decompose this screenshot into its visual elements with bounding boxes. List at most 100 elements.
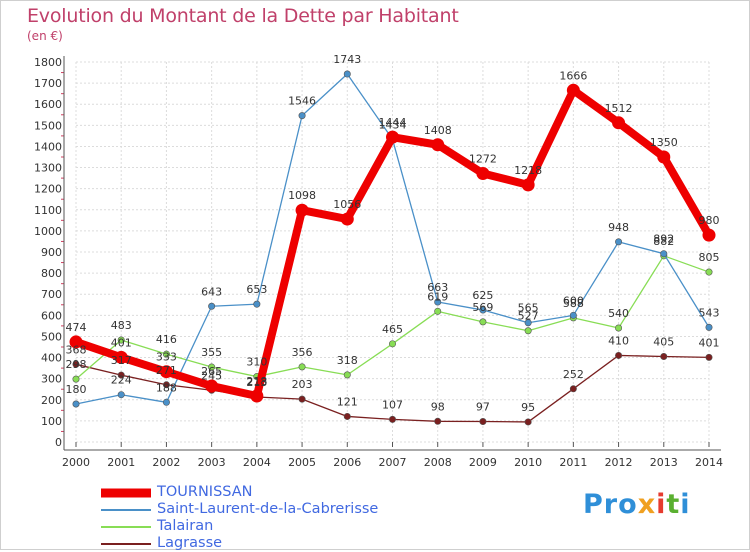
y-tick-label: 0: [55, 436, 62, 449]
data-label: 569: [472, 301, 493, 314]
data-label: 882: [653, 235, 674, 248]
data-label: 565: [518, 302, 539, 315]
legend-swatch: [101, 508, 151, 511]
data-label: 356: [292, 346, 313, 359]
data-label: 1098: [288, 189, 316, 202]
data-label: 980: [699, 214, 720, 227]
legend-label: Saint-Laurent-de-la-Cabrerisse: [157, 501, 379, 517]
data-label: 95: [521, 401, 535, 414]
data-point: [253, 300, 261, 308]
data-label: 355: [201, 346, 222, 359]
data-point: [159, 365, 173, 379]
data-label: 271: [156, 364, 177, 377]
data-point: [72, 375, 80, 383]
data-label: 643: [201, 285, 222, 298]
data-label: 1546: [288, 95, 316, 108]
proxiti-logo: Proxiti: [583, 489, 691, 520]
data-point: [615, 324, 623, 332]
data-label: 948: [608, 221, 629, 234]
data-label: 318: [337, 354, 358, 367]
data-point: [208, 363, 216, 371]
x-tick-label: 2010: [514, 456, 542, 469]
x-tick-label: 2007: [379, 456, 407, 469]
data-label: 213: [246, 376, 267, 389]
data-point: [386, 130, 399, 144]
data-point: [114, 350, 128, 364]
x-tick-label: 2000: [62, 456, 90, 469]
data-point: [117, 371, 125, 379]
data-point: [702, 228, 716, 242]
data-point: [434, 307, 442, 315]
data-point: [612, 116, 626, 130]
data-label: 218: [246, 375, 267, 388]
data-label: 619: [427, 290, 448, 303]
y-tick-label: 100: [41, 415, 62, 428]
data-point: [295, 203, 309, 217]
data-point: [524, 327, 532, 335]
data-label: 401: [111, 336, 132, 349]
data-label: 97: [476, 401, 490, 414]
data-label: 892: [653, 233, 674, 246]
data-label: 245: [201, 369, 222, 382]
data-label: 188: [156, 381, 177, 394]
data-label: 1666: [559, 69, 587, 82]
data-label: 416: [156, 333, 177, 346]
data-label: 107: [382, 398, 403, 411]
x-tick-label: 2003: [198, 456, 226, 469]
data-point: [343, 70, 351, 78]
data-point: [72, 400, 80, 408]
y-tick-label: 1000: [34, 225, 62, 238]
grid: [75, 61, 710, 443]
data-point: [431, 138, 445, 152]
logo-letter: x: [637, 489, 657, 520]
legend-label: Talairan: [157, 518, 214, 534]
x-tick-label: 2002: [152, 456, 180, 469]
data-label: 1743: [333, 53, 361, 66]
x-tick-label: 2012: [605, 456, 633, 469]
x-tick-label: 2008: [424, 456, 452, 469]
x-tick-label: 2004: [243, 456, 271, 469]
x-tick-label: 2006: [333, 456, 361, 469]
data-point: [162, 381, 170, 389]
y-tick-label: 1600: [34, 98, 62, 111]
data-label: 527: [518, 310, 539, 323]
axes: 0 100 200 300 400 500 600 700 800 900 1000 1100 1200…: [34, 56, 723, 469]
y-tick-label: 600: [41, 309, 62, 322]
data-label: 465: [382, 323, 403, 336]
data-point: [250, 389, 264, 403]
data-point: [660, 352, 668, 360]
data-point: [660, 250, 668, 258]
y-tick-label: 1700: [34, 77, 62, 90]
logo-letter: o: [618, 489, 638, 520]
data-point: [566, 83, 580, 97]
y-tick-label: 1500: [34, 119, 62, 132]
data-point: [162, 398, 170, 406]
data-point: [705, 268, 713, 276]
series-lines: [69, 70, 716, 426]
data-label: 98: [431, 400, 445, 413]
unit-label: (en €): [27, 29, 63, 43]
x-tick-label: 2014: [695, 456, 723, 469]
y-tick-label: 700: [41, 288, 62, 301]
data-point: [705, 353, 713, 361]
data-label: 265: [201, 365, 222, 378]
data-label: 483: [111, 319, 132, 332]
data-label: 1218: [514, 164, 542, 177]
data-point: [657, 150, 671, 164]
data-label: 805: [699, 251, 720, 264]
data-label: 224: [111, 374, 132, 387]
data-label: 600: [563, 294, 584, 307]
data-point: [524, 418, 532, 426]
data-label: 401: [699, 336, 720, 349]
data-point: [343, 371, 351, 379]
data-point: [340, 212, 354, 226]
x-tick-label: 2005: [288, 456, 316, 469]
y-tick-label: 1300: [34, 162, 62, 175]
data-point: [72, 360, 80, 368]
chart-title: Evolution du Montant de la Dette par Hab…: [27, 5, 459, 27]
y-tick-label: 1200: [34, 183, 62, 196]
y-tick-label: 300: [41, 373, 62, 386]
x-tick-label: 2001: [107, 456, 135, 469]
data-point: [343, 412, 351, 420]
